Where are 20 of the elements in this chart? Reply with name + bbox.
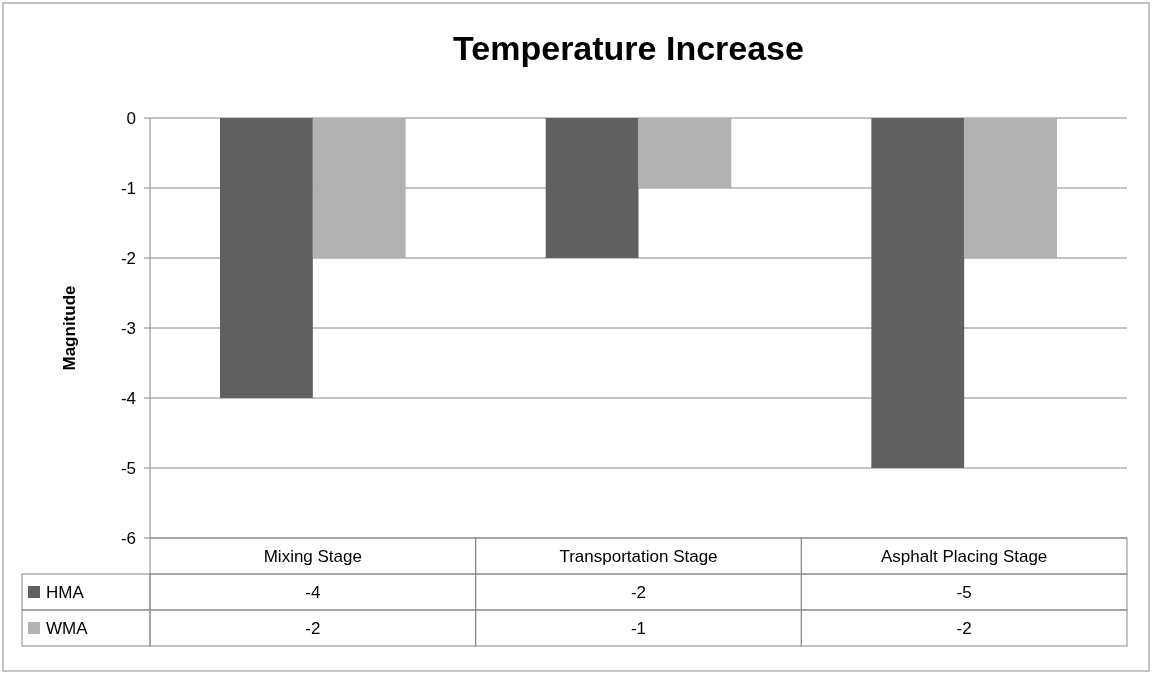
data-label: -2 (305, 618, 321, 638)
chart-title: Temperature Increase (453, 29, 804, 67)
data-label: -2 (956, 618, 972, 638)
y-tick-label: -4 (120, 388, 136, 408)
x-tick-label: Asphalt Placing Stage (880, 546, 1048, 566)
y-tick-label: 0 (126, 108, 136, 128)
legend-label: WMA (46, 618, 89, 638)
y-tick-label: -1 (120, 178, 136, 198)
y-axis-title: Magnitude (60, 285, 79, 371)
y-tick-label: -5 (120, 458, 136, 478)
data-label: -2 (630, 582, 647, 602)
data-label: -1 (630, 618, 647, 638)
x-tick-label: Mixing Stage (263, 546, 362, 566)
y-tick-label: -3 (120, 318, 136, 338)
x-tick-label: Transportation Stage (559, 546, 718, 566)
y-tick-label: -2 (120, 248, 136, 268)
data-label: -5 (956, 582, 972, 602)
y-tick-label: -6 (120, 528, 136, 548)
data-label: -4 (305, 582, 321, 602)
legend-label: HMA (46, 582, 85, 602)
